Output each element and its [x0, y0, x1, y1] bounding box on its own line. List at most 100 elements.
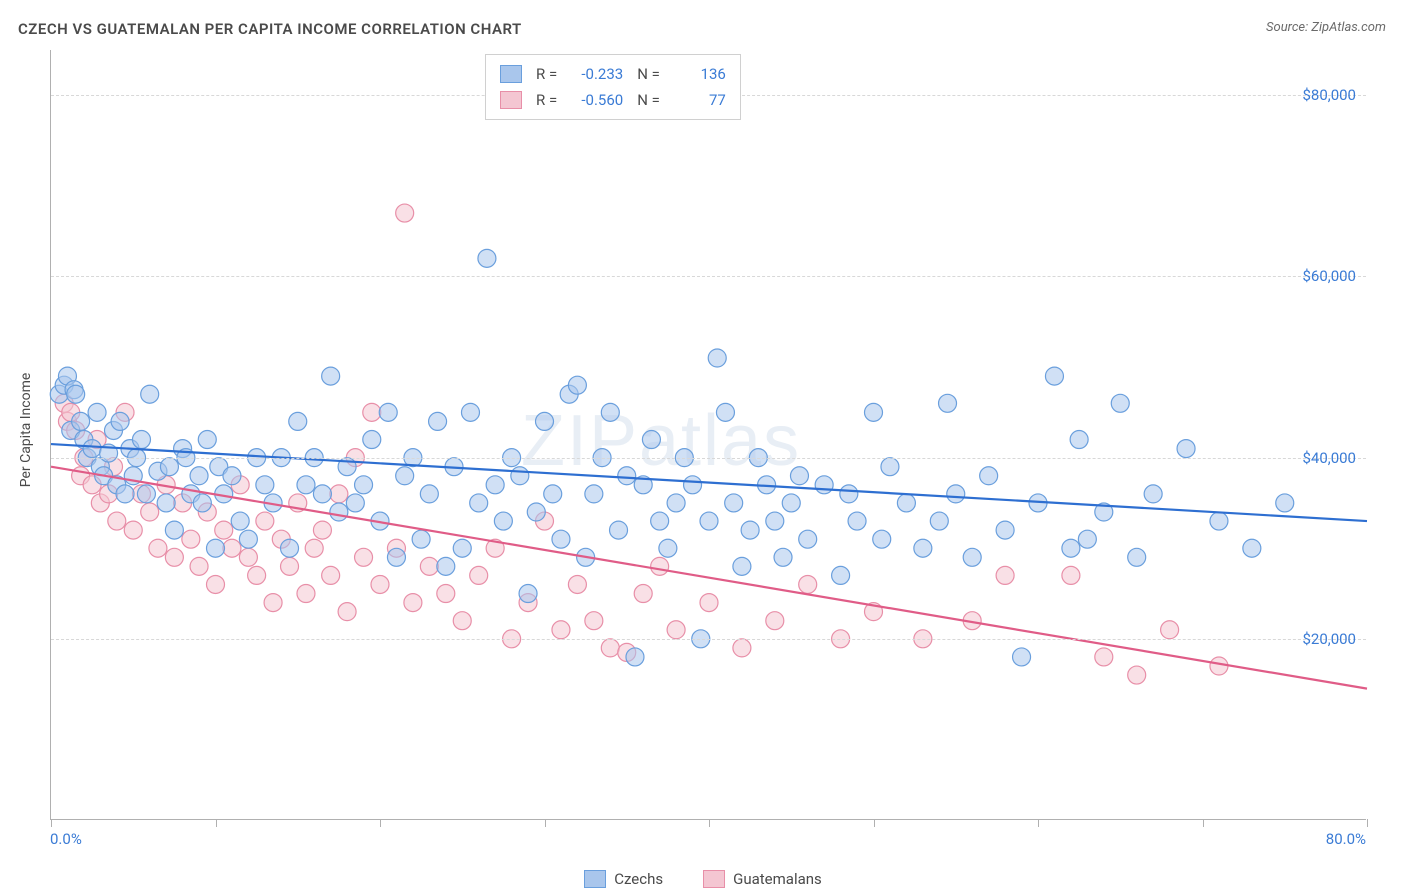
data-point — [1045, 367, 1063, 385]
data-point — [700, 512, 718, 530]
data-point — [157, 494, 175, 512]
x-tick — [874, 819, 875, 827]
data-point — [165, 521, 183, 539]
data-point — [1210, 512, 1228, 530]
data-point — [83, 440, 101, 458]
data-point — [330, 503, 348, 521]
data-point — [897, 494, 915, 512]
data-point — [782, 494, 800, 512]
data-point — [1243, 539, 1261, 557]
data-point — [297, 585, 315, 603]
data-point — [865, 403, 883, 421]
data-point — [141, 385, 159, 403]
data-point — [355, 548, 373, 566]
legend-bottom: Czechs Guatemalans — [0, 870, 1406, 888]
data-point — [420, 557, 438, 575]
data-point — [873, 530, 891, 548]
data-point — [914, 539, 932, 557]
data-point — [88, 403, 106, 421]
x-tick — [709, 819, 710, 827]
data-point — [313, 521, 331, 539]
data-point — [207, 575, 225, 593]
data-point — [160, 458, 178, 476]
data-point — [527, 503, 545, 521]
data-point — [412, 530, 430, 548]
plot-area: ZIPatlas $20,000$40,000$60,000$80,000 — [50, 50, 1366, 820]
data-point — [281, 557, 299, 575]
data-point — [790, 467, 808, 485]
data-point — [766, 512, 784, 530]
legend-label-guat: Guatemalans — [733, 870, 822, 888]
data-point — [1210, 657, 1228, 675]
data-point — [330, 485, 348, 503]
data-point — [322, 367, 340, 385]
data-point — [124, 521, 142, 539]
data-point — [165, 548, 183, 566]
data-point — [429, 412, 447, 430]
data-point — [223, 539, 241, 557]
data-point — [848, 512, 866, 530]
data-point — [470, 494, 488, 512]
data-point — [939, 394, 957, 412]
data-point — [1128, 548, 1146, 566]
swatch-guat — [500, 91, 522, 109]
data-point — [297, 476, 315, 494]
r-value-czechs: -0.233 — [567, 61, 623, 87]
data-point — [363, 403, 381, 421]
data-point — [248, 566, 266, 584]
data-point — [980, 467, 998, 485]
y-axis-label: Per Capita Income — [18, 373, 34, 488]
data-point — [881, 458, 899, 476]
y-tick-label: $80,000 — [1302, 86, 1356, 104]
x-tick — [1038, 819, 1039, 827]
data-point — [470, 566, 488, 584]
swatch-czechs-b — [584, 870, 606, 888]
data-point — [141, 503, 159, 521]
data-point — [486, 476, 504, 494]
data-point — [1161, 621, 1179, 639]
n-label: N = — [637, 87, 660, 113]
data-point — [453, 612, 471, 630]
data-point — [996, 566, 1014, 584]
data-point — [667, 621, 685, 639]
data-point — [363, 431, 381, 449]
chart-title: CZECH VS GUATEMALAN PER CAPITA INCOME CO… — [18, 20, 522, 38]
data-point — [111, 412, 129, 430]
data-point — [149, 539, 167, 557]
source-label: Source: ZipAtlas.com — [1266, 20, 1386, 35]
r-label: R = — [536, 61, 557, 87]
data-point — [840, 485, 858, 503]
data-point — [799, 530, 817, 548]
data-point — [733, 639, 751, 657]
data-point — [453, 539, 471, 557]
data-point — [963, 548, 981, 566]
data-point — [585, 612, 603, 630]
data-point — [379, 403, 397, 421]
data-point — [766, 612, 784, 630]
data-point — [67, 385, 85, 403]
data-point — [601, 403, 619, 421]
legend-item-guat: Guatemalans — [703, 870, 822, 888]
y-tick-label: $40,000 — [1302, 449, 1356, 467]
x-tick — [545, 819, 546, 827]
data-point — [396, 467, 414, 485]
data-point — [511, 467, 529, 485]
data-point — [1144, 485, 1162, 503]
data-point — [478, 249, 496, 267]
data-point — [355, 476, 373, 494]
data-point — [601, 639, 619, 657]
grid-line — [51, 639, 1366, 640]
legend-item-czechs: Czechs — [584, 870, 663, 888]
data-point — [568, 376, 586, 394]
data-point — [239, 548, 257, 566]
grid-line — [51, 458, 1366, 459]
data-point — [289, 412, 307, 430]
r-value-guat: -0.560 — [567, 87, 623, 113]
y-tick-label: $20,000 — [1302, 630, 1356, 648]
legend-row-czechs: R = -0.233 N = 136 — [500, 61, 726, 87]
data-point — [256, 512, 274, 530]
swatch-czechs — [500, 65, 522, 83]
data-point — [437, 585, 455, 603]
data-point — [659, 539, 677, 557]
data-point — [338, 603, 356, 621]
